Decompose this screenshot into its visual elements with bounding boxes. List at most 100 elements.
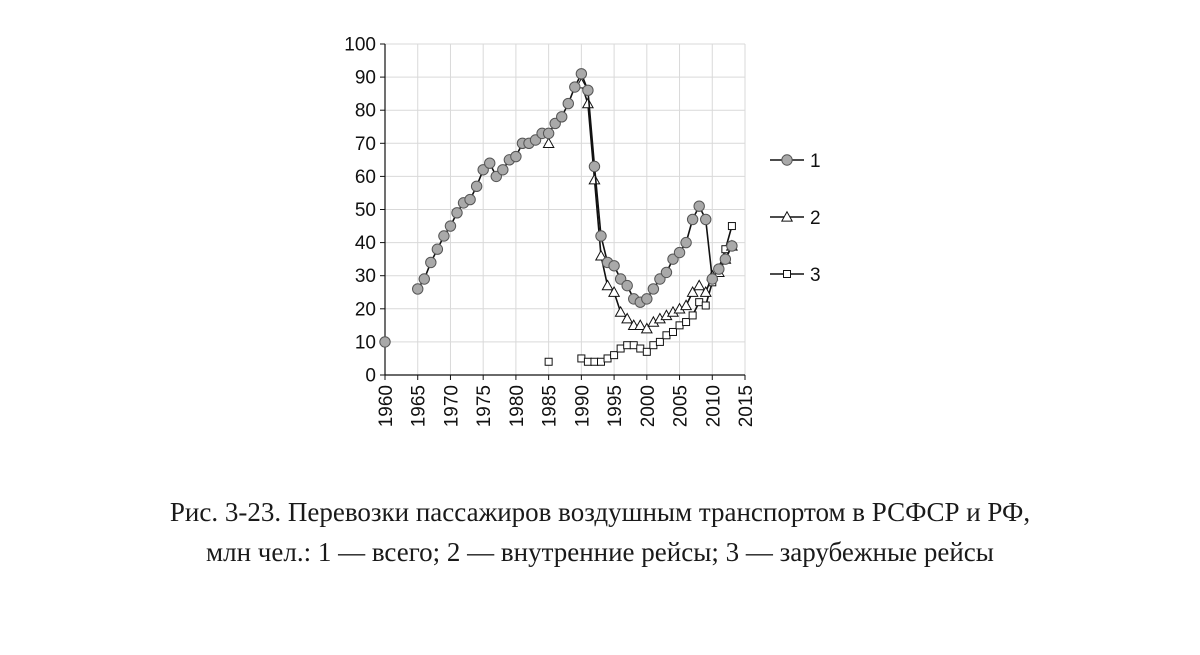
legend-entry-1: 1 [770, 151, 821, 172]
x-tick-label: 2010 [703, 385, 724, 427]
series-2-point [640, 322, 653, 334]
axes [380, 43, 746, 380]
series-3-point [590, 357, 599, 366]
legend-entry-2: 2 [770, 208, 821, 229]
caption-line-1: Рис. 3-23. Перевозки пассажиров воздушны… [169, 497, 1031, 527]
x-tick-label: 2015 [736, 385, 757, 427]
legend-marker [780, 210, 794, 222]
legend-label: 2 [810, 208, 821, 229]
series-3-point [577, 354, 586, 363]
series-2-point [601, 279, 614, 291]
series-2-point [614, 305, 627, 317]
series-3-point [682, 318, 691, 327]
x-tick-label: 1980 [507, 385, 528, 427]
legend-label: 3 [810, 265, 821, 286]
series-1-point [412, 283, 424, 295]
series-2-point [588, 173, 601, 185]
series-3-point [727, 222, 736, 231]
series-1-point [647, 283, 660, 295]
x-tick-label: 2000 [638, 385, 659, 427]
series-3-point [649, 341, 658, 350]
series-3-point [701, 301, 710, 310]
caption-line-2: млн чел.: 1 — всего; 2 — внутренние рейс… [206, 537, 994, 567]
series-1-point [379, 336, 391, 348]
series-3-point [544, 357, 553, 366]
series-1-point [660, 266, 673, 279]
series-1-point [582, 84, 594, 97]
x-tick-label: 1995 [605, 385, 626, 427]
series-1 [379, 68, 738, 348]
y-tick-label: 70 [355, 134, 376, 155]
series-1-point [418, 273, 430, 285]
x-tick-label: 1990 [572, 385, 593, 427]
series-1-point [693, 200, 705, 212]
series-2-point [686, 286, 699, 297]
series-1-point [556, 111, 568, 123]
series-3-point [603, 354, 612, 363]
x-tick-label: 1965 [409, 385, 430, 427]
series-2 [542, 77, 738, 334]
series-1-point [451, 207, 463, 219]
series-1-line [417, 71, 733, 304]
legend-marker [783, 270, 791, 278]
series-3-point [610, 351, 619, 360]
series-1-point [713, 263, 725, 275]
x-tick-label: 1975 [474, 385, 495, 427]
series [379, 68, 738, 366]
series-1-point [484, 157, 496, 169]
series-1-point [510, 150, 522, 163]
series-1-point [726, 240, 738, 252]
series-1-point [595, 230, 607, 242]
series-3-point [688, 311, 697, 320]
y-tick-label: 20 [355, 299, 376, 320]
series-1-point [464, 193, 476, 206]
legend-entry-3: 3 [770, 265, 821, 286]
series-3-point [623, 341, 632, 350]
series-1-point [444, 220, 457, 232]
legend-marker [781, 154, 793, 166]
x-tick-label: 1985 [540, 385, 561, 427]
y-tick-label: 40 [355, 233, 376, 254]
grid [385, 43, 746, 375]
y-tick-label: 90 [355, 68, 376, 89]
series-2-point [594, 249, 608, 261]
legend: 1 2 3 [770, 151, 821, 286]
series-1-point [621, 279, 633, 292]
series-1-point [673, 246, 686, 259]
series-3-point [675, 321, 684, 330]
series-3-point [583, 357, 592, 366]
x-tick-label: 1960 [376, 385, 397, 427]
series-3-point [597, 357, 605, 366]
series-1-point [575, 68, 588, 80]
series-1-point [686, 213, 699, 226]
series-2-point [634, 319, 647, 331]
series-2-point [581, 97, 594, 109]
series-1-point [497, 164, 509, 176]
figure-caption: Рис. 3-23. Перевозки пассажиров воздушны… [0, 492, 1200, 572]
series-1-point [719, 253, 732, 265]
legend-label: 1 [810, 151, 821, 172]
series-1-point [425, 256, 437, 269]
series-3-point [662, 331, 671, 340]
series-1-point [431, 243, 444, 255]
y-tick-label: 60 [355, 167, 376, 188]
series-3-point [629, 341, 638, 350]
series-1-point [706, 273, 718, 285]
series-1-point [569, 81, 581, 93]
series-3-point [636, 344, 645, 353]
series-2-point [608, 286, 621, 297]
series-3-point [695, 298, 704, 307]
x-tick-label: 1970 [441, 385, 462, 427]
series-1-point [608, 260, 620, 272]
y-tick-label: 100 [344, 35, 376, 56]
y-tick-label: 0 [365, 366, 376, 387]
series-1-point [588, 160, 601, 173]
series-2-point [693, 279, 706, 291]
series-3-point [642, 347, 651, 356]
series-3-point [616, 344, 625, 353]
series-1-point [641, 293, 653, 305]
y-tick-label: 50 [355, 200, 376, 221]
y-tick-labels: 0 10 20 30 40 50 60 70 80 90 100 [344, 35, 376, 387]
x-tick-label: 2005 [671, 385, 692, 427]
